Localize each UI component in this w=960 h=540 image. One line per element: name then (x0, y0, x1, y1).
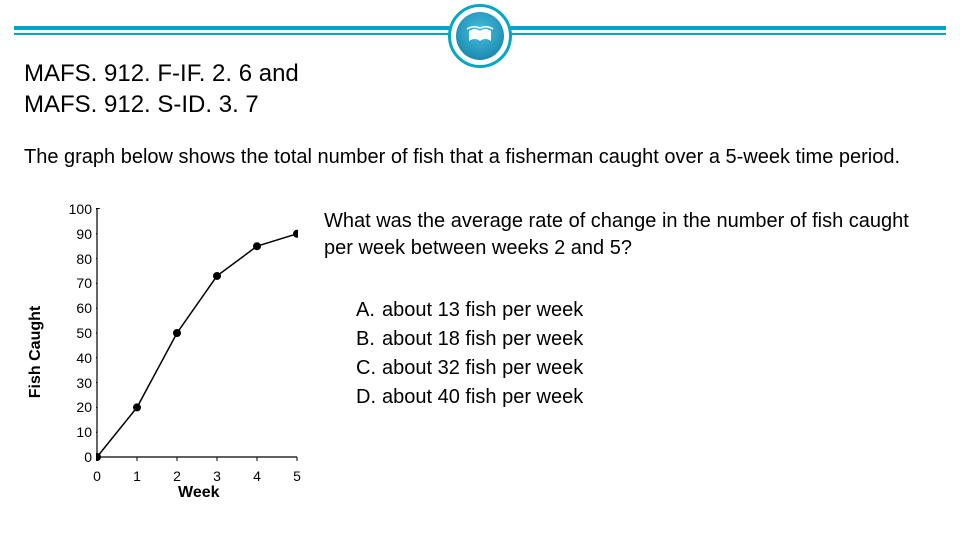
y-tick-label: 70 (62, 275, 92, 291)
answer-options: A. about 13 fish per week B. about 18 fi… (356, 296, 916, 412)
chart-svg (96, 208, 298, 470)
option-text: about 40 fish per week (382, 383, 583, 412)
x-tick-label: 5 (287, 468, 307, 484)
option-a: A. about 13 fish per week (356, 296, 583, 325)
y-tick-label: 40 (62, 350, 92, 366)
option-text: about 18 fish per week (382, 325, 583, 354)
chart-plot: 0102030405060708090100012345 (96, 208, 296, 468)
x-tick-label: 3 (207, 468, 227, 484)
book-icon (465, 21, 495, 51)
y-tick-label: 50 (62, 325, 92, 341)
slide: MAFS. 912. F-IF. 2. 6 and MAFS. 912. S-I… (0, 0, 960, 540)
y-tick-label: 90 (62, 226, 92, 242)
option-b: B. about 18 fish per week (356, 325, 583, 354)
option-letter: C. (356, 354, 382, 383)
x-tick-label: 4 (247, 468, 267, 484)
y-tick-label: 100 (62, 201, 92, 217)
y-tick-label: 60 (62, 300, 92, 316)
x-axis-label: Week (178, 484, 220, 502)
option-text: about 32 fish per week (382, 354, 583, 383)
option-letter: A. (356, 296, 382, 325)
y-tick-label: 20 (62, 399, 92, 415)
y-tick-label: 30 (62, 375, 92, 391)
logo-circle (456, 12, 504, 60)
standard-code: MAFS. 912. F-IF. 2. 6 and MAFS. 912. S-I… (24, 58, 299, 120)
option-d: D. about 40 fish per week (356, 383, 583, 412)
x-tick-label: 2 (167, 468, 187, 484)
standard-line2: MAFS. 912. S-ID. 3. 7 (24, 89, 299, 120)
school-logo (448, 4, 512, 68)
option-text: about 13 fish per week (382, 296, 583, 325)
x-tick-label: 1 (127, 468, 147, 484)
option-letter: D. (356, 383, 382, 412)
y-tick-label: 10 (62, 424, 92, 440)
question-text: What was the average rate of change in t… (324, 208, 936, 262)
intro-text: The graph below shows the total number o… (24, 144, 936, 171)
x-tick-label: 0 (87, 468, 107, 484)
standard-line1: MAFS. 912. F-IF. 2. 6 and (24, 58, 299, 89)
option-c: C. about 32 fish per week (356, 354, 583, 383)
y-tick-label: 80 (62, 251, 92, 267)
y-tick-label: 0 (62, 449, 92, 465)
y-axis-label: Fish Caught (27, 306, 45, 398)
option-letter: B. (356, 325, 382, 354)
fish-chart: Fish Caught Week 01020304050607080901000… (30, 202, 310, 512)
